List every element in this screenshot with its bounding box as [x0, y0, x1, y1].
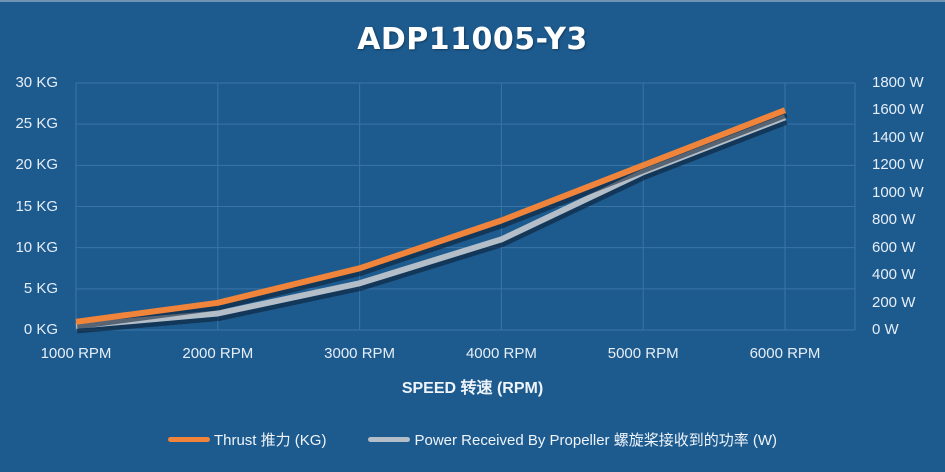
- y-right-tick-label: 200 W: [872, 293, 916, 311]
- y-left-tick-label: 20 KG: [15, 156, 58, 174]
- y-left-tick-label: 5 KG: [23, 279, 58, 297]
- y-right-tick-label: 1200 W: [872, 156, 924, 174]
- y-right-tick-label: 1000 W: [872, 183, 924, 201]
- series-shadow: [76, 109, 788, 330]
- y-left-tick-label: 0 KG: [23, 321, 58, 338]
- y-right-tick-label: 400 W: [872, 266, 916, 284]
- chart-title: ADP11005-Y3: [357, 22, 588, 57]
- x-axis-title: SPEED 转速 (RPM): [401, 380, 544, 397]
- y-left-tick-label: 15 KG: [15, 197, 58, 215]
- x-tick-label: 5000 RPM: [607, 345, 679, 362]
- y-right-tick-label: 1400 W: [872, 128, 924, 146]
- legend-item-thrust[interactable]: Thrust 推力 (KG): [167, 429, 327, 450]
- y-right-tick-label: 0 W: [872, 321, 899, 338]
- legend-label-thrust: Thrust 推力 (KG): [213, 432, 327, 449]
- x-tick-label: 6000 RPM: [749, 345, 821, 362]
- series-shadow: [76, 116, 788, 334]
- x-tick-label: 3000 RPM: [324, 345, 396, 362]
- legend: Thrust 推力 (KG) Power Received By Propell…: [0, 429, 945, 450]
- legend-label-power: Power Received By Propeller 螺旋桨接收到的功率 (W…: [414, 432, 778, 449]
- x-tick-label: 1000 RPM: [40, 345, 112, 362]
- y-left-tick-label: 30 KG: [15, 74, 58, 91]
- y-left-tick-label: 25 KG: [15, 115, 58, 133]
- x-tick-label: 4000 RPM: [465, 345, 537, 362]
- legend-item-power[interactable]: Power Received By Propeller 螺旋桨接收到的功率 (W…: [368, 429, 777, 450]
- y-left-tick-label: 10 KG: [15, 238, 58, 256]
- y-right-tick-label: 600 W: [872, 238, 916, 256]
- y-right-tick-label: 1800 W: [872, 74, 924, 91]
- thrust-swatch-icon: [167, 437, 210, 442]
- power-swatch-icon: [368, 437, 411, 442]
- y-right-tick-label: 800 W: [872, 211, 916, 229]
- x-tick-label: 2000 RPM: [182, 345, 254, 362]
- thrust-line[interactable]: [75, 107, 787, 325]
- y-right-tick-label: 1600 W: [872, 101, 924, 119]
